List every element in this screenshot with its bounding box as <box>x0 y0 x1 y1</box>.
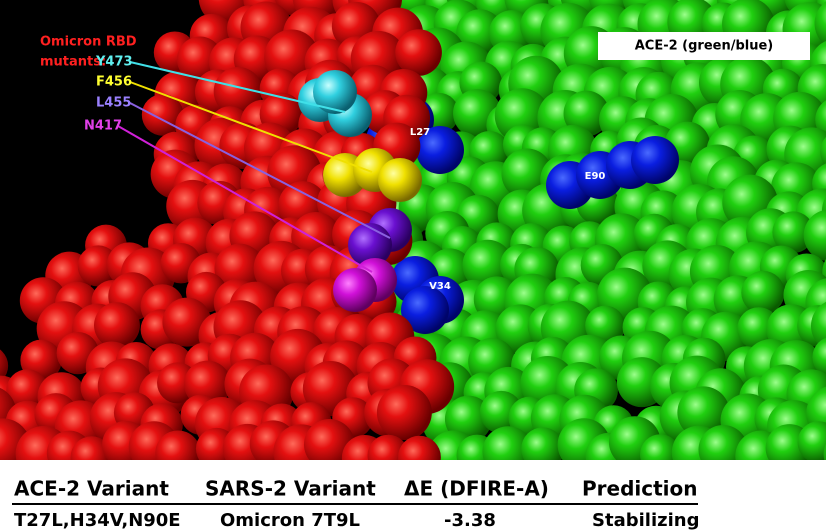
mutant-label: F456 <box>96 75 132 90</box>
mutant-label: L455 <box>96 96 131 111</box>
atom-sphere <box>631 136 679 184</box>
mutant-label: N417 <box>84 119 122 134</box>
atom-sphere <box>155 430 200 475</box>
atom-sphere <box>377 385 432 440</box>
mutant-label: Y473 <box>95 55 133 70</box>
mutants-title: Omicron RBD <box>40 35 137 50</box>
residue-label: L27 <box>410 127 430 138</box>
table-header: ΔE (DFIRE-A) <box>404 477 549 501</box>
atom-sphere <box>378 158 422 202</box>
atom-sphere <box>333 268 377 312</box>
atom-sphere <box>521 427 564 470</box>
table-header: SARS-2 Variant <box>205 477 376 501</box>
table-header: ACE-2 Variant <box>14 477 169 501</box>
table-cell: Stabilizing <box>592 510 699 531</box>
atom-sphere <box>398 436 441 479</box>
table-header: Prediction <box>582 477 698 501</box>
results-table: ACE-2 Variant SARS-2 Variant ΔE (DFIRE-A… <box>12 477 699 531</box>
residue-label: V34 <box>429 281 451 292</box>
atom-sphere <box>313 70 357 114</box>
ace2-label: ACE-2 (green/blue) <box>635 39 774 54</box>
figure: ACE-2 (green/blue) Omicron RBD mutants: … <box>0 0 826 531</box>
residue-label: E90 <box>585 171 606 182</box>
table-cell: Omicron 7T9L <box>220 510 360 531</box>
table-cell: T27L,H34V,N90E <box>14 510 181 531</box>
table-cell: -3.38 <box>444 510 496 531</box>
atom-sphere <box>94 302 140 348</box>
atom-sphere <box>395 29 442 76</box>
